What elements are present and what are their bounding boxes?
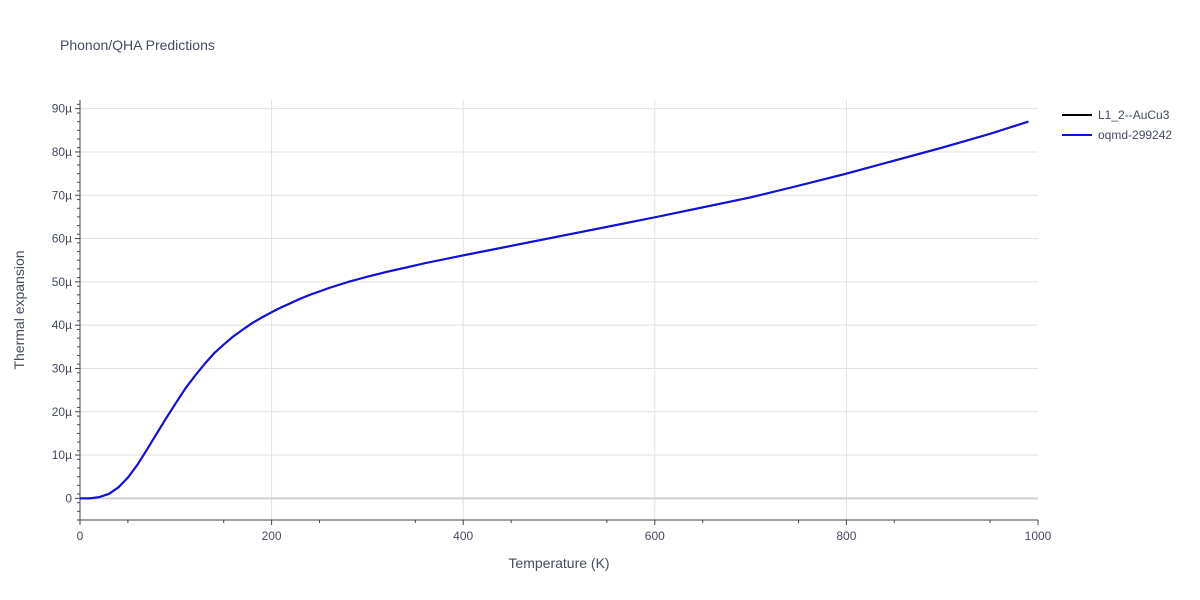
y-tick-label: 10µ [52, 448, 72, 462]
legend-item-2[interactable]: oqmd-299242 [1062, 128, 1172, 142]
legend-label: oqmd-299242 [1098, 128, 1172, 142]
x-tick-label: 0 [77, 529, 84, 543]
x-tick-label: 800 [836, 529, 856, 543]
series-line-2 [80, 120, 1029, 500]
x-tick-label: 1000 [1025, 529, 1052, 543]
y-tick-label: 0 [65, 491, 72, 505]
tick-labels: 0 200 400 600 800 1000 0 10µ 20µ 30µ 40µ 50µ 60µ 70µ 8… [52, 102, 1052, 543]
y-tick-label: 30µ [52, 361, 72, 375]
y-tick-label: 80µ [52, 145, 72, 159]
y-tick-label: 60µ [52, 232, 72, 246]
x-tick-label: 600 [645, 529, 665, 543]
x-tick-label: 200 [262, 529, 282, 543]
legend[interactable]: L1_2--AuCu3 oqmd-299242 [1062, 108, 1172, 142]
y-tick-label: 40µ [52, 318, 72, 332]
legend-item-1[interactable]: L1_2--AuCu3 [1062, 108, 1170, 122]
plot-area [80, 120, 1029, 500]
x-axis-title: Temperature (K) [508, 555, 609, 571]
grid [80, 100, 1038, 520]
y-axis-title: Thermal expansion [11, 250, 27, 369]
y-tick-label: 20µ [52, 405, 72, 419]
x-tick-label: 400 [453, 529, 473, 543]
chart-title: Phonon/QHA Predictions [60, 37, 215, 53]
legend-label: L1_2--AuCu3 [1098, 108, 1170, 122]
axes [75, 100, 1039, 525]
y-tick-label: 50µ [52, 275, 72, 289]
y-tick-label: 70µ [52, 188, 72, 202]
y-tick-label: 90µ [52, 102, 72, 116]
